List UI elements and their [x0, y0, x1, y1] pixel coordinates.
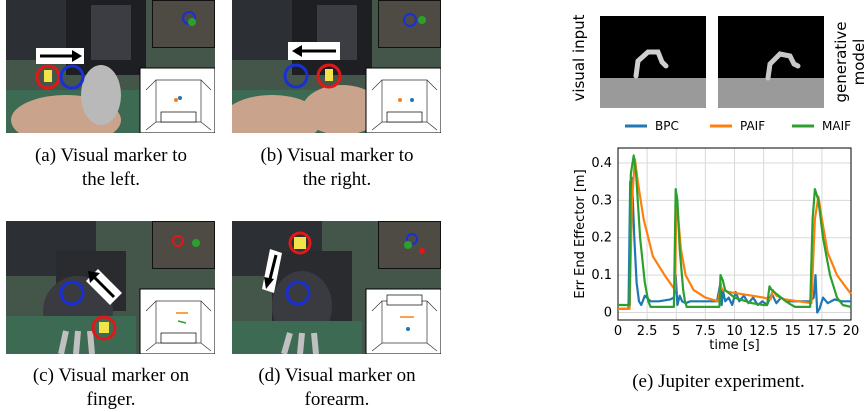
panel-d-caption-line1: (d) Visual marker on — [258, 365, 416, 386]
panel-e: visual input generative model 0 2.5 5 7.5 10… — [570, 0, 867, 411]
panel-d-caption-line2: forearm. — [304, 389, 370, 410]
panel-b-caption: (b) Visual marker to the right. — [226, 144, 448, 192]
panel-d-caption: (d) Visual marker on forearm. — [226, 364, 448, 412]
y-tick-label: 0.4 — [591, 156, 612, 171]
generative-model-image — [718, 16, 824, 108]
plot-frame — [617, 147, 852, 321]
error-chart: 0 2.5 5 7.5 10 12.5 15 17.5 20 0 0.1 0.2 0.3 0.4 time … — [573, 119, 860, 353]
y-tick-label: 0 — [604, 306, 612, 321]
panel-a-photo — [6, 0, 215, 133]
generative-model-label-line2: model — [850, 38, 867, 86]
visual-input-label: visual input — [570, 14, 588, 102]
panel-c: (c) Visual marker on finger. — [6, 221, 215, 411]
x-tick-label: 0 — [614, 324, 622, 339]
y-tick-label: 0.2 — [591, 231, 612, 246]
y-tick-label: 0.3 — [591, 193, 612, 208]
panel-b: (b) Visual marker to the right. — [232, 0, 441, 200]
panel-d-photo — [232, 221, 441, 354]
x-tick-label: 15 — [784, 324, 801, 339]
panel-b-caption-line2: the right. — [302, 169, 372, 190]
legend-label-paif: PAIF — [740, 119, 765, 133]
series-line-bpc — [618, 176, 851, 314]
series-line-maif — [618, 154, 852, 308]
panel-a-caption-line1: (a) Visual marker to — [34, 145, 188, 166]
y-tick-label: 0.1 — [591, 268, 612, 283]
generative-model-label-line1: generative — [832, 21, 850, 103]
panel-c-caption: (c) Visual marker on finger. — [0, 364, 222, 412]
visual-input-image — [600, 16, 706, 108]
panel-c-photo — [6, 221, 215, 354]
x-tick-label: 17.5 — [807, 324, 836, 339]
x-tick-label: 10 — [726, 324, 743, 339]
x-tick-label: 7.5 — [695, 324, 716, 339]
x-tick-label: 20 — [843, 324, 860, 339]
x-tick-label: 12.5 — [749, 324, 778, 339]
panel-c-caption-line1: (c) Visual marker on — [32, 365, 190, 386]
panel-d: (d) Visual marker on forearm. — [232, 221, 441, 411]
panel-b-caption-line1: (b) Visual marker to — [260, 145, 414, 166]
x-tick-label: 2.5 — [637, 324, 658, 339]
x-axis-label: time [s] — [709, 338, 759, 353]
y-axis-label: Err End Effector [m] — [573, 169, 588, 298]
legend-label-bpc: BPC — [655, 119, 679, 133]
vision-images: visual input generative model — [570, 8, 867, 114]
panel-e-caption: (e) Jupiter experiment. — [632, 371, 805, 392]
panel-a: (a) Visual marker to the left. — [6, 0, 215, 200]
x-tick-label: 5 — [672, 324, 680, 339]
series-line-paif — [618, 158, 852, 310]
generative-model-label: generative model — [832, 12, 867, 112]
panel-a-caption-line2: the left. — [81, 169, 141, 190]
panel-a-caption: (a) Visual marker to the left. — [0, 144, 222, 192]
panel-b-photo — [232, 0, 441, 133]
panel-c-caption-line2: finger. — [86, 389, 136, 410]
legend-label-maif: MAIF — [822, 119, 851, 133]
